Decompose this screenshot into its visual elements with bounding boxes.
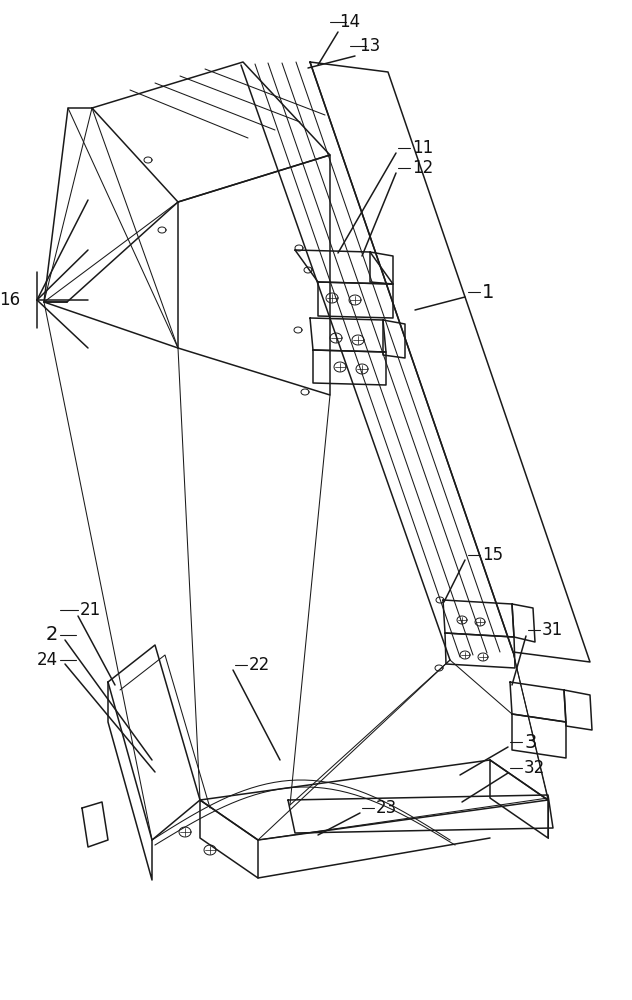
Text: 3: 3: [524, 732, 537, 752]
Text: 32: 32: [524, 759, 545, 777]
Text: 11: 11: [412, 139, 434, 157]
Text: 14: 14: [339, 13, 361, 31]
Text: 2: 2: [46, 626, 58, 645]
Text: 12: 12: [412, 159, 434, 177]
Text: 23: 23: [376, 799, 398, 817]
Text: 16: 16: [0, 291, 20, 309]
Text: 15: 15: [482, 546, 503, 564]
Text: 31: 31: [542, 621, 563, 639]
Text: 24: 24: [37, 651, 58, 669]
Text: 1: 1: [482, 282, 494, 302]
Text: 21: 21: [80, 601, 101, 619]
Text: 22: 22: [249, 656, 270, 674]
Text: 13: 13: [360, 37, 380, 55]
